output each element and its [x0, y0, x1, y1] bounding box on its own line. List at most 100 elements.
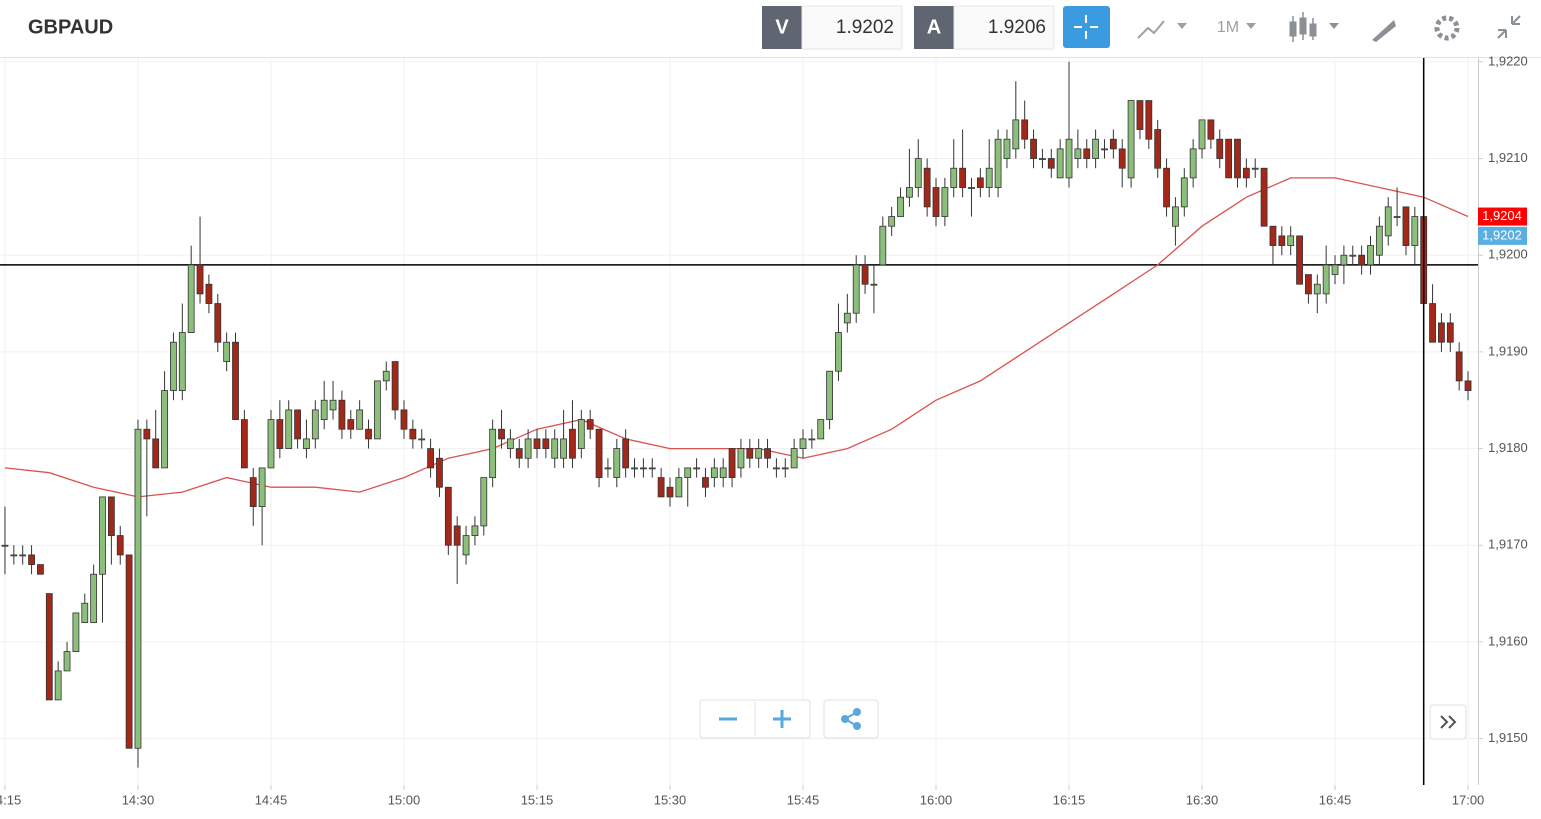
candle-body [1118, 148, 1126, 169]
candle [161, 371, 168, 469]
candle-body [365, 428, 372, 440]
candle [294, 409, 301, 449]
ask-badge[interactable] [914, 6, 954, 49]
candle [648, 458, 656, 478]
candle [1375, 216, 1383, 265]
candle-body [870, 283, 878, 286]
candle-body [728, 448, 736, 478]
candle-body [1446, 322, 1454, 343]
candle [320, 380, 328, 430]
moving-average [4, 177, 1469, 498]
candle-body [906, 187, 913, 198]
x-tick-label: 15:30 [654, 792, 687, 807]
zoom-controls [699, 699, 879, 739]
candle [888, 206, 896, 236]
x-tick-label: 16:30 [1186, 792, 1219, 807]
draw-tool-button[interactable] [1372, 20, 1396, 42]
candle-body [1012, 119, 1020, 150]
candle [586, 409, 594, 439]
candle-body [790, 448, 798, 469]
candle [1278, 226, 1286, 256]
share-button[interactable] [823, 699, 879, 739]
candle-body [950, 167, 958, 188]
candle-body [1101, 148, 1108, 151]
candle [719, 458, 727, 488]
y-tick-label: 1,9220 [1488, 53, 1528, 68]
candle [285, 400, 293, 449]
candle-body [232, 341, 239, 420]
candle-body [959, 167, 967, 188]
candle-body [1287, 235, 1295, 246]
candle-body [1207, 119, 1215, 140]
candle-body [1083, 148, 1091, 159]
candle-body [1, 544, 9, 547]
candle [524, 429, 532, 468]
candle [125, 554, 133, 749]
candle [1402, 206, 1410, 256]
candle-body [1234, 138, 1241, 179]
candle [1331, 255, 1339, 285]
candle [1109, 129, 1117, 159]
candle-body [1367, 245, 1374, 266]
candle [950, 139, 958, 198]
candle-body [329, 399, 337, 411]
candle [347, 409, 355, 439]
candle-body [303, 438, 310, 449]
candle [932, 177, 940, 227]
candle [1234, 138, 1241, 188]
scroll-right-button[interactable] [1429, 704, 1467, 740]
candle-body [1145, 100, 1153, 140]
candle [1083, 139, 1091, 169]
candle [249, 467, 257, 526]
candle [1269, 225, 1277, 265]
x-tick-label: 15:45 [787, 792, 820, 807]
candle [63, 641, 71, 672]
candle-body [1216, 138, 1224, 159]
candle-body [1021, 119, 1029, 140]
candle [382, 361, 390, 391]
timeframe[interactable]: 1M [1217, 19, 1239, 36]
candle [311, 400, 319, 449]
candle [835, 303, 842, 381]
candle-body [382, 370, 390, 382]
symbol: GBPAUD [28, 16, 113, 38]
candle-body [1322, 264, 1330, 295]
candle [755, 438, 763, 468]
candle [1358, 245, 1366, 275]
candle [196, 216, 204, 304]
chart-type-button[interactable] [1137, 20, 1187, 39]
candle-body [267, 419, 275, 469]
candle-body [258, 467, 266, 507]
candle-body [1163, 167, 1170, 208]
candle [684, 467, 692, 507]
candle-body [1340, 254, 1348, 266]
price-tag-label: 1,9204 [1482, 208, 1522, 223]
x-tick-label: 16:45 [1319, 792, 1352, 807]
candle-body [409, 428, 417, 440]
zoom-in[interactable] [773, 710, 791, 728]
candle [1154, 119, 1162, 178]
collapse-button[interactable] [1497, 15, 1521, 39]
candle [941, 177, 949, 227]
candle-body [294, 409, 301, 440]
candle-body [249, 477, 257, 507]
candle [506, 429, 514, 459]
candle [870, 264, 878, 314]
candle [914, 139, 922, 198]
candle-body [1189, 148, 1197, 179]
candle [622, 429, 630, 478]
candle-body [968, 187, 975, 189]
candle [737, 438, 745, 478]
x-tick-label: 14:30 [122, 792, 155, 807]
candle-style-button[interactable] [1289, 12, 1339, 42]
candle [542, 429, 550, 459]
settings-button[interactable] [1434, 15, 1460, 41]
candle [1, 506, 9, 575]
candle-body [1305, 274, 1312, 295]
bid-badge[interactable] [762, 6, 802, 49]
crosshair-button[interactable] [1063, 6, 1110, 48]
candle [1340, 245, 1348, 285]
candle [906, 148, 913, 207]
candle [54, 661, 62, 701]
candle [28, 545, 35, 575]
